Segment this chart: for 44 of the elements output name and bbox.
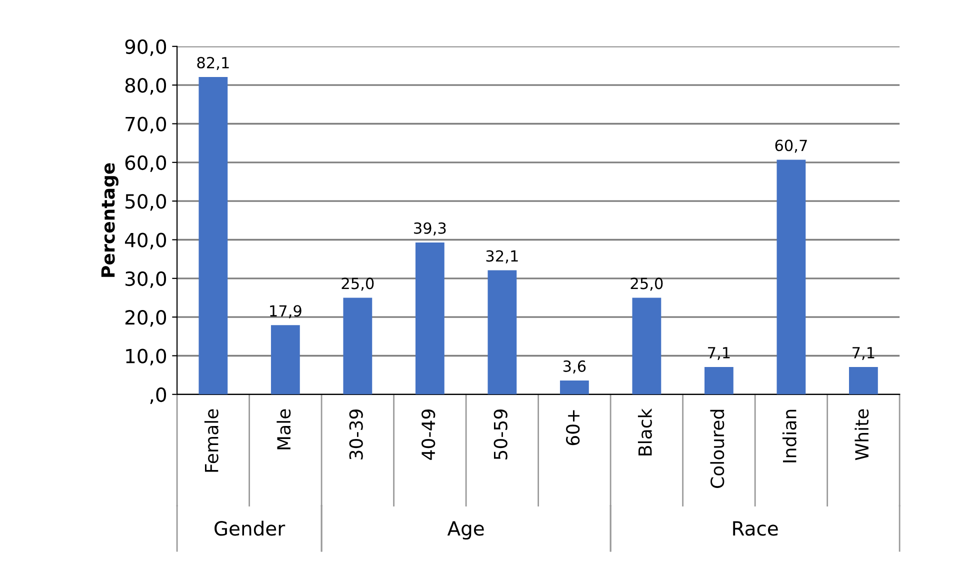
y-tick-label: 40,0 — [124, 232, 166, 250]
y-tick-label: 20,0 — [125, 310, 166, 327]
x-tick-label: 60+ — [566, 410, 580, 446]
y-tick-label: 90,0 — [125, 39, 166, 56]
data-label: 82,1 — [197, 56, 229, 70]
y-tick-label: ,0 — [150, 387, 166, 404]
y-tick-label: 50,0 — [126, 194, 166, 211]
bar — [776, 160, 806, 394]
data-label: 25,0 — [630, 278, 663, 291]
y-tick-label: 80,0 — [125, 78, 166, 95]
data-label: 17,9 — [270, 305, 302, 318]
y-axis-title: Percentage — [101, 163, 118, 277]
data-label: 39,3 — [414, 222, 446, 236]
y-tick-label: 10,0 — [126, 348, 166, 366]
x-tick-label: Coloured — [710, 410, 724, 488]
x-tick-label: Male — [276, 409, 291, 450]
text: Age — [447, 521, 484, 540]
y-tick-label: 70,0 — [126, 116, 166, 134]
data-label: 7,1 — [852, 347, 874, 360]
data-label: 7,1 — [708, 347, 730, 360]
bar — [343, 298, 372, 394]
x-tick-label: 50-59 — [494, 410, 508, 460]
bar — [488, 270, 517, 394]
bar — [560, 380, 589, 394]
bar — [849, 366, 878, 394]
x-tick-label: 40-49 — [422, 410, 436, 460]
data-label: 60,7 — [775, 140, 807, 153]
data-label: 32,1 — [486, 250, 518, 264]
bar — [198, 76, 228, 394]
data-label: 25,0 — [342, 278, 374, 291]
y-tick-label: 30,0 — [126, 271, 166, 288]
x-tick-label: Female — [204, 409, 218, 472]
x-tick-label: 30-39 — [349, 410, 363, 460]
bar — [270, 325, 300, 394]
x-tick-label: White — [854, 409, 869, 460]
bar — [415, 242, 444, 394]
x-tick-label: Indian — [782, 410, 796, 462]
text: Gender — [214, 520, 286, 536]
bar — [632, 298, 662, 394]
text: Race — [733, 521, 778, 536]
y-tick-label: 60,0 — [125, 155, 166, 172]
bar — [704, 366, 734, 394]
x-tick-label: Black — [638, 408, 652, 456]
data-label: 3,6 — [563, 360, 586, 374]
